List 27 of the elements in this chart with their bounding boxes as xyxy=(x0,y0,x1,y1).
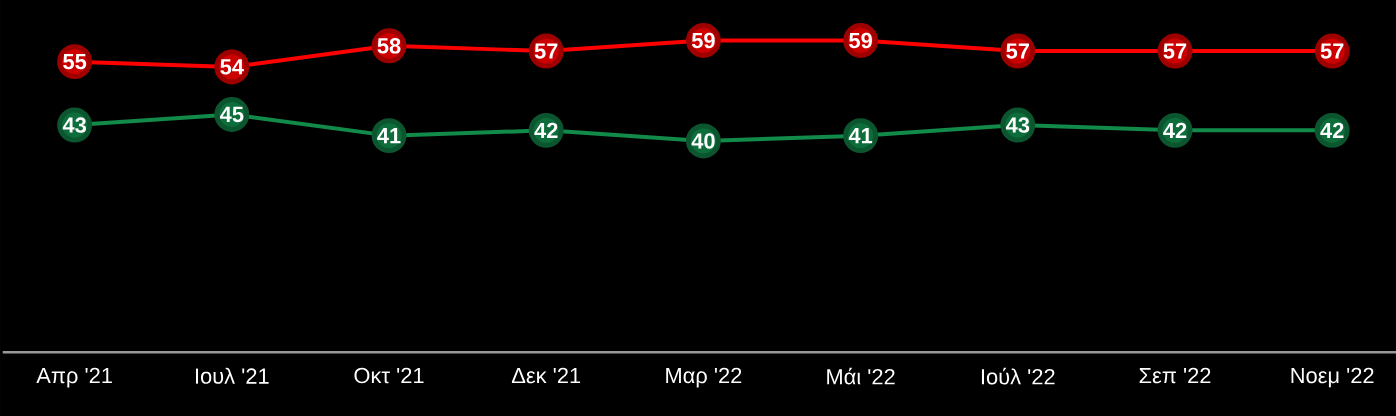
data-label: 57 xyxy=(1006,43,1029,59)
x-tick-label: Οκτ '21 xyxy=(354,367,424,384)
x-tick-label: Ιούλ '22 xyxy=(981,367,1055,385)
data-label: 55 xyxy=(63,53,87,70)
data-label: 58 xyxy=(377,37,401,54)
data-label: 45 xyxy=(219,106,244,123)
x-tick-label: Δεκ '21 xyxy=(511,367,581,384)
data-label: 43 xyxy=(62,117,87,133)
data-label: 59 xyxy=(691,32,715,49)
x-tick-label: Μάι '22 xyxy=(827,367,895,385)
data-label: 40 xyxy=(691,133,715,149)
data-label: 42 xyxy=(1320,122,1344,138)
data-label: 41 xyxy=(377,128,401,144)
x-tick-label: Σεπ '22 xyxy=(1139,367,1211,384)
data-label: 59 xyxy=(849,32,872,49)
data-label: 57 xyxy=(534,43,558,59)
x-tick-label: Νοεμ '22 xyxy=(1291,367,1374,388)
data-label: 42 xyxy=(1163,122,1187,138)
data-label: 41 xyxy=(848,128,873,144)
x-tick-label: Απρ '21 xyxy=(36,367,112,388)
x-tick-label: Μαρ '22 xyxy=(666,367,742,388)
data-label: 57 xyxy=(1163,43,1187,59)
x-tick-label: Ιουλ '21 xyxy=(195,367,269,384)
data-label: 57 xyxy=(1320,43,1344,59)
data-label: 54 xyxy=(220,59,244,75)
data-label: 43 xyxy=(1005,117,1030,133)
data-label: 42 xyxy=(534,122,558,138)
